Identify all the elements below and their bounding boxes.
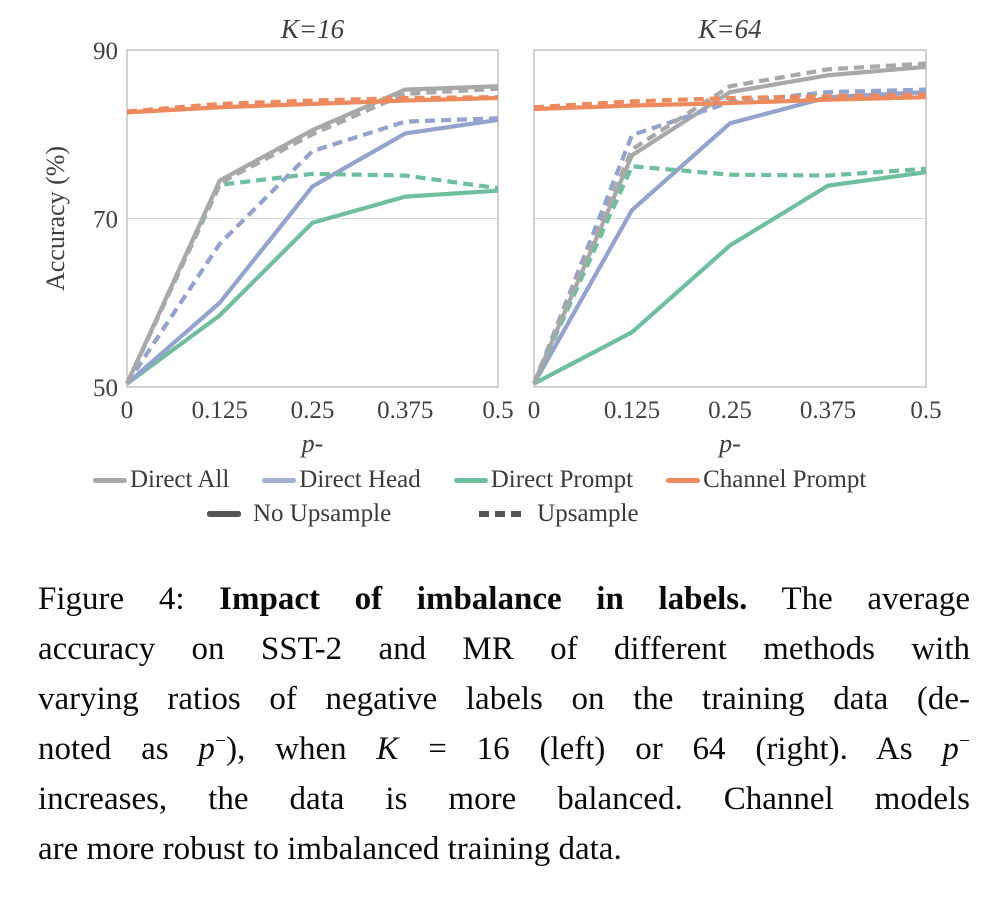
x-tick-label: 0.375 (800, 397, 856, 424)
legend-label-no-upsample: No Upsample (253, 500, 392, 527)
math-p-symbol: p (942, 731, 959, 767)
legend-row-linestyle: No Upsample Upsample (207, 500, 639, 528)
y-tick-label: 70 (93, 207, 118, 234)
legend-item-direct-head: Direct Head (262, 466, 421, 494)
line-channel-prompt-upsample (126, 95, 499, 114)
x-tick-label: 0 (528, 397, 541, 424)
legend-swatch-direct-all (93, 477, 127, 483)
math-minus-superscript: − (958, 730, 971, 752)
caption-bold-title: Impact of imbalance in labels. (219, 581, 748, 617)
legend-swatch-direct-prompt (453, 477, 488, 483)
x-tick-label: 0.125 (192, 397, 248, 424)
line-channel-prompt-upsample (533, 92, 927, 110)
legend-item-upsample: Upsample (479, 500, 639, 528)
caption-line-3: varying ratios of negative labels on the… (38, 681, 970, 717)
y-tick-label: 50 (93, 375, 118, 402)
x-tick-label: 0.375 (377, 397, 433, 424)
plot-border (533, 49, 927, 388)
line-direct-prompt-upsample (532, 164, 927, 385)
legend-label-upsample: Upsample (537, 500, 639, 527)
caption-line-1: Figure 4: Impact of imbalance in labels.… (38, 581, 970, 617)
x-tick-label: 0 (121, 397, 134, 424)
line-direct-head-no-upsample (125, 117, 499, 386)
math-minus-superscript: − (214, 730, 227, 752)
x-axis-label: p- (300, 429, 324, 458)
accuracy-line-charts: K=16 0 0.125 0.25 0.375 0.5 p- 50 70 90 Accuracy (… (41, 14, 942, 458)
figure-caption: Figure 4: Impact of imbalance in labels.… (38, 574, 970, 874)
legend-item-channel-prompt: Channel Prompt (666, 466, 866, 494)
x-tick-label: 0.5 (910, 397, 941, 424)
legend-label-direct-prompt: Direct Prompt (490, 466, 634, 493)
line-direct-prompt-upsample (125, 171, 499, 385)
y-tick-label: 90 (93, 38, 118, 65)
legend-swatch-direct-head (262, 477, 297, 483)
caption-line-6: are more robust to imbalanced training d… (38, 831, 622, 867)
line-channel-prompt-no-upsample (533, 95, 927, 112)
line-direct-all-no-upsample (532, 64, 927, 385)
y-axis-label: Accuracy (%) (41, 146, 70, 291)
plot-border (126, 49, 499, 388)
line-direct-prompt-no-upsample (533, 170, 927, 386)
legend-label-direct-all: Direct All (130, 466, 230, 493)
legend-item-direct-all: Direct All (93, 466, 229, 494)
line-direct-all-no-upsample (125, 84, 499, 385)
line-direct-all-upsample (532, 61, 927, 385)
math-p-symbol: p (198, 731, 215, 767)
caption-line-4: noted as p−), when K = 16 (left) or 64 (… (38, 730, 971, 767)
legend-label-channel-prompt: Channel Prompt (703, 466, 867, 493)
caption-line-5: increases, the data is more balanced. Ch… (38, 781, 970, 817)
legend-swatch-channel-prompt (666, 477, 701, 483)
legend-swatch-upsample (479, 511, 526, 517)
x-tick-label: 0.125 (604, 397, 660, 424)
x-tick-label: 0.25 (708, 397, 752, 424)
legend-row-series: Direct All Direct Head Direct Prompt Cha… (93, 466, 866, 494)
x-tick-label: 0.5 (482, 397, 513, 424)
x-axis-label: p- (717, 429, 741, 458)
line-direct-head-no-upsample (532, 90, 927, 385)
legend-item-no-upsample: No Upsample (207, 500, 391, 528)
legend-label-direct-head: Direct Head (299, 466, 421, 493)
x-tick-label: 0.25 (291, 397, 335, 424)
line-direct-prompt-no-upsample (125, 188, 499, 386)
chart-title: K=64 (697, 14, 761, 44)
caption-line-2: accuracy on SST-2 and MR of different me… (38, 631, 970, 667)
line-direct-all-upsample (125, 86, 499, 385)
line-direct-head-upsample (532, 87, 927, 385)
caption-figure-number: Figure 4: (38, 581, 220, 617)
chart-title: K=16 (280, 14, 345, 44)
math-k-symbol: K (376, 731, 399, 767)
legend-swatch-no-upsample (207, 511, 241, 517)
legend-item-direct-prompt: Direct Prompt (453, 466, 634, 494)
